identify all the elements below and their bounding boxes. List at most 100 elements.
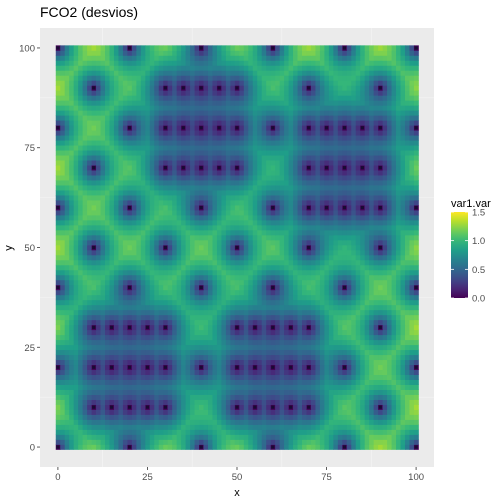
heatmap-cell	[405, 310, 410, 315]
heatmap-cell	[230, 195, 235, 200]
heatmap-cell	[172, 335, 177, 340]
heatmap-cell	[83, 320, 88, 325]
heatmap-cell	[74, 325, 79, 330]
heatmap-cell	[329, 335, 334, 340]
heatmap-cell	[275, 210, 280, 215]
heatmap-cell	[298, 335, 303, 340]
heatmap-cell	[127, 340, 132, 345]
heatmap-cell	[383, 310, 388, 315]
heatmap-cell	[414, 345, 419, 350]
heatmap-cell	[271, 320, 276, 325]
heatmap-cell	[186, 270, 191, 275]
heatmap-cell	[163, 235, 168, 240]
heatmap-cell	[208, 350, 213, 355]
heatmap-cell	[262, 350, 267, 355]
heatmap-cell	[163, 140, 168, 145]
heatmap-cell	[266, 295, 271, 300]
heatmap-cell	[181, 230, 186, 235]
heatmap-cell	[275, 400, 280, 405]
heatmap-cell	[168, 190, 173, 195]
heatmap-cell	[284, 300, 289, 305]
heatmap-cell	[266, 285, 271, 290]
heatmap-cell	[356, 385, 361, 390]
heatmap-cell	[69, 415, 74, 420]
heatmap-cell	[96, 350, 101, 355]
heatmap-cell	[65, 235, 70, 240]
heatmap-cell	[190, 400, 195, 405]
heatmap-cell	[271, 345, 276, 350]
heatmap-cell	[275, 290, 280, 295]
heatmap-cell	[114, 185, 119, 190]
heatmap-cell	[150, 315, 155, 320]
heatmap-cell	[226, 380, 231, 385]
heatmap-cell	[150, 270, 155, 275]
heatmap-cell	[141, 400, 146, 405]
heatmap-cell	[387, 235, 392, 240]
heatmap-cell	[221, 439, 226, 444]
heatmap-cell	[275, 215, 280, 220]
heatmap-cell	[154, 425, 159, 430]
heatmap-cell	[60, 235, 65, 240]
heatmap-cell	[244, 360, 249, 365]
heatmap-cell	[208, 185, 213, 190]
heatmap-cell	[324, 225, 329, 230]
heatmap-cell	[230, 290, 235, 295]
heatmap-cell	[311, 320, 316, 325]
heatmap-cell	[118, 250, 123, 255]
heatmap-cell	[324, 360, 329, 365]
heatmap-cell	[405, 275, 410, 280]
heatmap-cell	[302, 405, 307, 410]
heatmap-cell	[351, 385, 356, 390]
heatmap-cell	[136, 415, 141, 420]
heatmap-cell	[239, 235, 244, 240]
heatmap-cell	[333, 355, 338, 360]
heatmap-cell	[293, 165, 298, 170]
heatmap-cell	[248, 350, 253, 355]
heatmap-cell	[212, 415, 217, 420]
heatmap-cell	[60, 439, 65, 444]
heatmap-cell	[74, 155, 79, 160]
heatmap-cell	[118, 410, 123, 415]
heatmap-cell	[190, 415, 195, 420]
heatmap-cell	[369, 300, 374, 305]
heatmap-cell	[217, 230, 222, 235]
heatmap-cell	[311, 235, 316, 240]
heatmap-cell	[262, 310, 267, 315]
heatmap-cell	[262, 380, 267, 385]
heatmap-cell	[199, 375, 204, 380]
heatmap-cell	[365, 195, 370, 200]
heatmap-cell	[342, 230, 347, 235]
heatmap-cell	[302, 195, 307, 200]
heatmap-cell	[396, 155, 401, 160]
heatmap-cell	[284, 390, 289, 395]
heatmap-cell	[181, 340, 186, 345]
heatmap-cell	[172, 395, 177, 400]
heatmap-cell	[154, 165, 159, 170]
heatmap-cell	[177, 360, 182, 365]
heatmap-cell	[293, 395, 298, 400]
heatmap-cell	[235, 285, 240, 290]
heatmap-cell	[306, 400, 311, 405]
heatmap-cell	[248, 160, 253, 165]
heatmap-cell	[271, 215, 276, 220]
heatmap-cell	[392, 200, 397, 205]
heatmap-cell	[315, 270, 320, 275]
heatmap-cell	[217, 220, 222, 225]
heatmap-cell	[378, 370, 383, 375]
heatmap-cell	[60, 170, 65, 175]
heatmap-cell	[195, 205, 200, 210]
heatmap-cell	[280, 434, 285, 439]
heatmap-cell	[78, 190, 83, 195]
heatmap-cell	[141, 395, 146, 400]
heatmap-cell	[78, 220, 83, 225]
heatmap-cell	[378, 295, 383, 300]
heatmap-cell	[186, 275, 191, 280]
heatmap-cell	[177, 305, 182, 310]
heatmap-cell	[360, 250, 365, 255]
heatmap-cell	[333, 215, 338, 220]
heatmap-cell	[226, 429, 231, 434]
heatmap-cell	[69, 434, 74, 439]
heatmap-cell	[347, 395, 352, 400]
heatmap-cell	[374, 439, 379, 444]
heatmap-cell	[159, 429, 164, 434]
